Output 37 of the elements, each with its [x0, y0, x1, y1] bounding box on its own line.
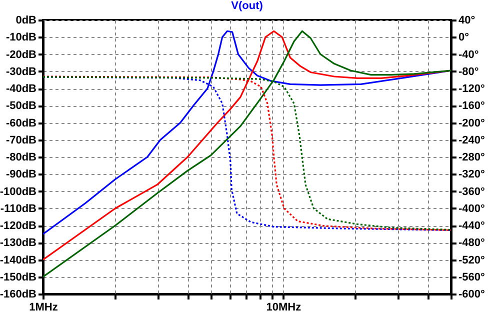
x-tick-label: 1MHz [29, 302, 58, 314]
x-tick-label: 10MHz [266, 302, 302, 314]
y2-tick-label: -320° [458, 168, 485, 181]
y-tick-label: -10dB [6, 32, 37, 44]
y-tick-label: -120dB [0, 220, 37, 232]
y2-tick-label: -80° [458, 66, 479, 78]
y2-tick-label: -200° [458, 117, 485, 130]
y-tick-label: -150dB [0, 271, 37, 284]
y2-tick-label: -360° [458, 186, 485, 198]
y-tick-label: -60dB [6, 117, 37, 130]
y-tick-label: -80dB [6, 152, 37, 164]
chart-title: V(out) [231, 0, 264, 12]
y2-tick-label: -480° [458, 237, 485, 250]
y-tick-label: -160dB [0, 288, 37, 300]
y2-tick-label: 40° [458, 14, 476, 26]
y-tick-label: -130dB [0, 237, 37, 250]
y-tick-label: 0dB [16, 14, 37, 26]
y2-tick-label: -160° [458, 100, 485, 112]
y-tick-label: -110dB [0, 202, 37, 215]
y2-tick-label: -440° [458, 220, 485, 232]
y2-tick-label: -560° [458, 271, 485, 284]
y2-tick-label: -520° [458, 254, 485, 266]
y2-tick-label: 0° [458, 32, 470, 44]
y2-tick-label: -600° [458, 288, 485, 300]
y2-tick-label: -240° [458, 134, 485, 146]
y-tick-label: -30dB [6, 66, 37, 78]
y2-tick-label: -40° [458, 48, 479, 61]
y-tick-label: -50dB [6, 100, 37, 112]
y2-tick-label: -120° [458, 83, 485, 95]
y2-tick-label: -400° [458, 202, 485, 215]
y-tick-label: -70dB [6, 134, 37, 146]
y-tick-label: -140dB [0, 254, 37, 266]
y-tick-label: -100dB [0, 186, 37, 198]
y-tick-label: -20dB [6, 48, 37, 61]
y-tick-label: -90dB [6, 168, 37, 181]
y-tick-label: -40dB [6, 83, 37, 95]
y2-tick-label: -280° [458, 152, 485, 164]
